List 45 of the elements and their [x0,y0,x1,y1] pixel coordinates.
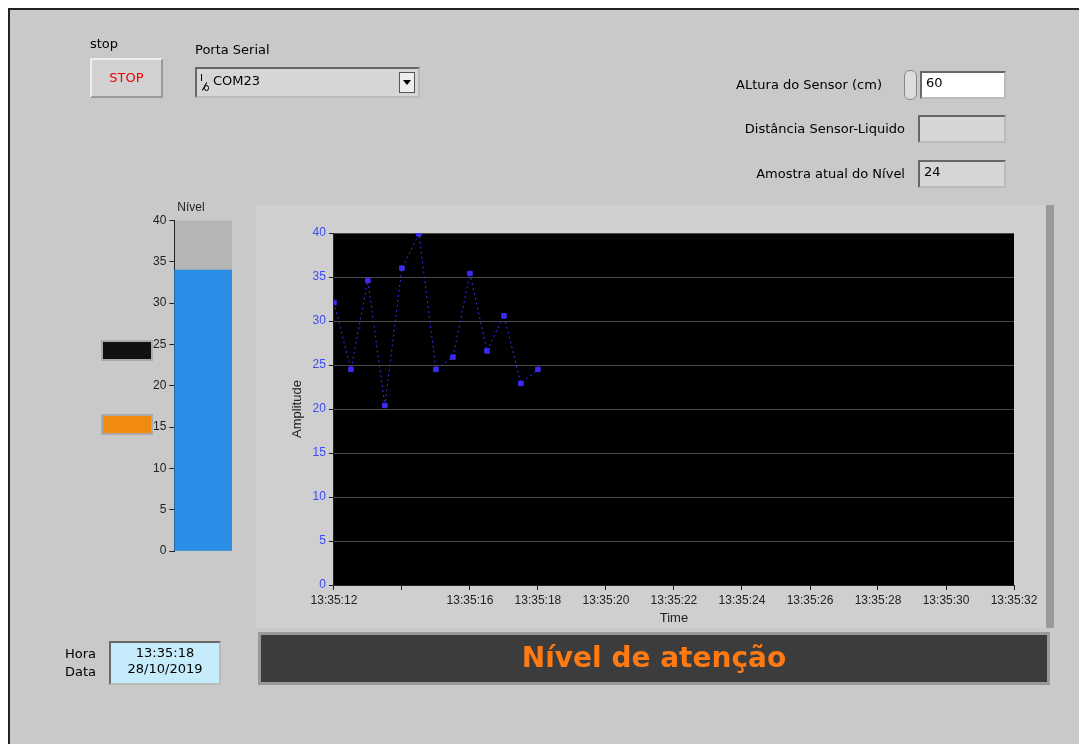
y-tick-label: 30 [152,295,167,310]
y-tick-label: 10 [152,460,167,475]
y-tick-label: 5 [319,533,327,548]
y-tick-label: 25 [312,357,327,372]
y-tick-label: 5 [159,501,167,516]
text: Hora [65,646,97,661]
text: Data [65,664,97,679]
y-tick-label: 35 [312,269,327,284]
y-tick-label: 40 [312,225,327,240]
text: 24 [924,164,941,179]
text: 13:35:18 [135,645,195,660]
text: 28/10/2019 [127,661,203,676]
x-tick-label: 13:35:18 [514,592,562,607]
y-tick-label: 0 [319,577,327,592]
y-axis-title: Amplitude [289,380,305,438]
chart-title: Nível [177,199,205,214]
y-tick-label: 35 [152,254,167,269]
text: Amostra atual do Nível [756,166,905,181]
y-tick-label: 20 [152,378,167,393]
x-tick-label: 13:35:28 [854,592,902,607]
x-tick-label: 13:35:12 [310,592,358,607]
x-tick-label: 13:35:20 [582,592,630,607]
text: 60 [926,75,943,90]
x-axis-title: Time [659,609,689,625]
y-tick-label: 40 [152,212,167,227]
x-tick-label: 13:35:22 [650,592,698,607]
text: Porta Serial [195,42,270,57]
x-tick-label: 13:35:30 [922,592,970,607]
y-tick-label: 0 [159,543,167,558]
y-tick-label: 15 [312,445,327,460]
y-tick-label: 10 [312,489,327,504]
x-tick-label: 13:35:32 [990,592,1038,607]
y-tick-label: 30 [312,313,327,328]
x-tick-label: 13:35:26 [786,592,834,607]
text: STOP [109,70,144,85]
text: Distância Sensor-Liquido [744,121,905,136]
x-tick-label: 13:35:16 [446,592,494,607]
text: Nível de atenção [521,641,787,674]
text: COM23 [213,73,261,88]
y-tick-label: 20 [312,401,327,416]
x-tick-label: 13:35:24 [718,592,766,607]
y-tick-label: 15 [152,419,167,434]
text: ALtura do Sensor (cm) [736,77,882,92]
y-tick-label: 25 [152,336,167,351]
text: stop [90,36,119,51]
